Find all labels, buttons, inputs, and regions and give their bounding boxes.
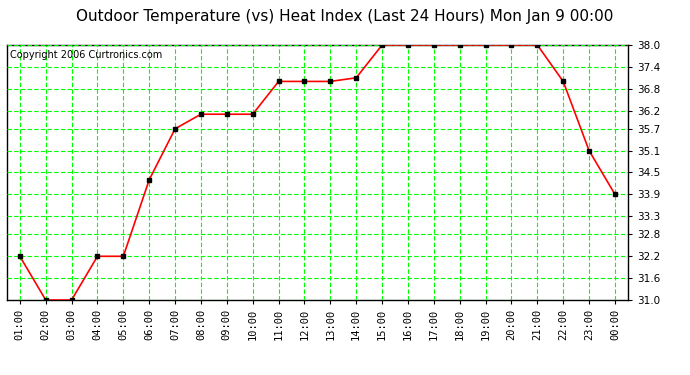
Text: Copyright 2006 Curtronics.com: Copyright 2006 Curtronics.com: [10, 50, 162, 60]
Text: Outdoor Temperature (vs) Heat Index (Last 24 Hours) Mon Jan 9 00:00: Outdoor Temperature (vs) Heat Index (Las…: [77, 9, 613, 24]
